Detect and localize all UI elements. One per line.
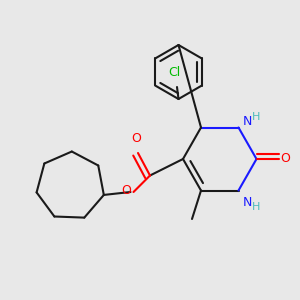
Text: Cl: Cl bbox=[168, 67, 180, 80]
Text: N: N bbox=[243, 115, 252, 128]
Text: H: H bbox=[252, 112, 260, 122]
Text: O: O bbox=[132, 133, 141, 146]
Text: O: O bbox=[121, 184, 131, 197]
Text: O: O bbox=[280, 152, 290, 166]
Text: N: N bbox=[243, 196, 252, 209]
Text: H: H bbox=[252, 202, 260, 212]
